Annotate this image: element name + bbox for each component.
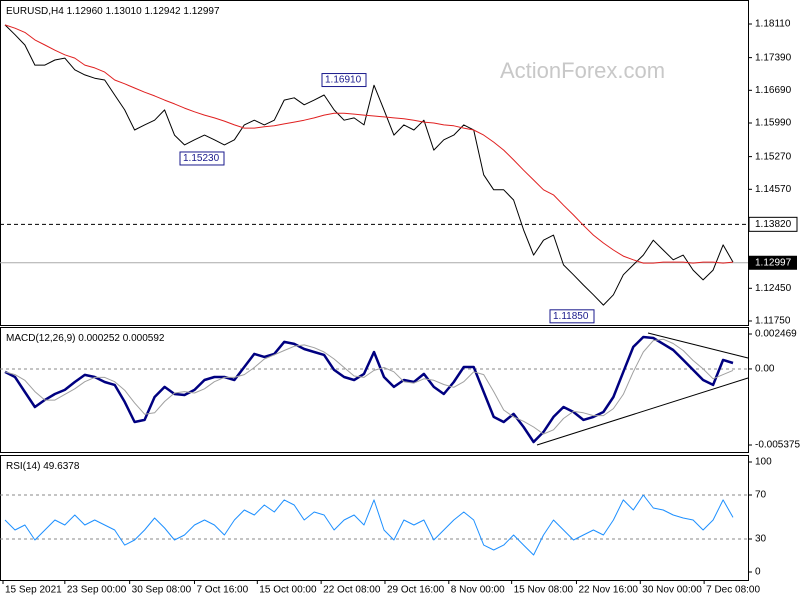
y-tick-label: 0.00: [755, 364, 775, 375]
y-tick-label: 1.18110: [755, 19, 791, 30]
x-tick-label: 30 Sep 08:00: [132, 585, 192, 596]
x-tick-label: 7 Dec 08:00: [706, 585, 760, 596]
x-tick-label: 15 Sep 2021: [5, 585, 62, 596]
y-tick-label: 1.17390: [755, 52, 792, 63]
header-value: 1.13010: [106, 6, 143, 17]
trendline: [647, 332, 749, 359]
header-value: 0.000252: [78, 333, 120, 344]
x-tick-label: 7 Oct 16:00: [196, 585, 248, 596]
current-price-box: [749, 255, 797, 270]
y-tick-label: 70: [755, 490, 767, 501]
panel-title: EURUSD,H4: [6, 6, 64, 17]
panel-frames: [0, 0, 749, 581]
x-tick-label: 22 Nov 16:00: [578, 585, 638, 596]
header-value: 1.12997: [183, 6, 220, 17]
series-line: [4, 338, 734, 435]
x-tick-label: 30 Nov 00:00: [642, 585, 702, 596]
annotation-label: 1.15230: [183, 153, 220, 164]
x-tick-label: 23 Sep 00:00: [67, 585, 127, 596]
annotation-label: 1.16910: [325, 75, 362, 86]
y-tick-label: 100: [755, 457, 772, 468]
panel-header: RSI(14) 49.6378: [6, 461, 80, 472]
price-frame: [0, 0, 749, 326]
x-tick-label: 15 Oct 00:00: [259, 585, 317, 596]
annotation-label: 1.11850: [553, 311, 589, 322]
y-tick-label: 1.15990: [755, 118, 792, 129]
x-tick-label: 22 Oct 08:00: [323, 585, 381, 596]
rsi-frame: [0, 455, 749, 581]
panel-title: RSI(14): [6, 461, 40, 472]
x-tick-label: 8 Nov 00:00: [451, 585, 505, 596]
series-line: [4, 335, 734, 444]
header-value: 1.12942: [144, 6, 181, 17]
series-line: [4, 24, 734, 264]
panel-title: MACD(12,26,9): [6, 333, 75, 344]
macd-trendlines: [536, 332, 749, 446]
y-tick-label: 1.11750: [755, 316, 791, 327]
x-tick-label: 15 Nov 08:00: [514, 585, 574, 596]
annotation-box: [549, 309, 595, 324]
resistance-label: 1.13820: [755, 219, 792, 230]
y-tick-label: 0: [755, 567, 761, 578]
current-price-label: 1.12997: [755, 257, 792, 268]
header-value: 49.6378: [43, 461, 80, 472]
series-line: [4, 494, 734, 556]
trendline: [536, 377, 749, 446]
panel-header: MACD(12,26,9) 0.000252 0.000592: [6, 333, 165, 344]
series-line: [4, 24, 734, 306]
y-tick-label: 1.12450: [755, 283, 792, 294]
macd-frame: [0, 327, 749, 453]
watermark: ActionForex.com: [500, 58, 665, 83]
y-tick-label: 1.15270: [755, 151, 792, 162]
annotation-box: [179, 151, 225, 166]
header-value: 0.000592: [123, 333, 165, 344]
y-tick-label: 0.002469: [755, 329, 797, 340]
resistance-box: [748, 216, 798, 232]
x-tick-label: 29 Oct 16:00: [387, 585, 445, 596]
y-tick-label: 30: [755, 534, 767, 545]
y-tick-label: 1.14570: [755, 184, 792, 195]
annotation-box: [321, 73, 367, 88]
y-tick-label: -0.005375: [755, 440, 800, 451]
header-value: 1.12960: [67, 6, 104, 17]
y-tick-label: 1.16690: [755, 85, 792, 96]
panel-header: EURUSD,H4 1.12960 1.13010 1.12942 1.1299…: [6, 6, 220, 17]
